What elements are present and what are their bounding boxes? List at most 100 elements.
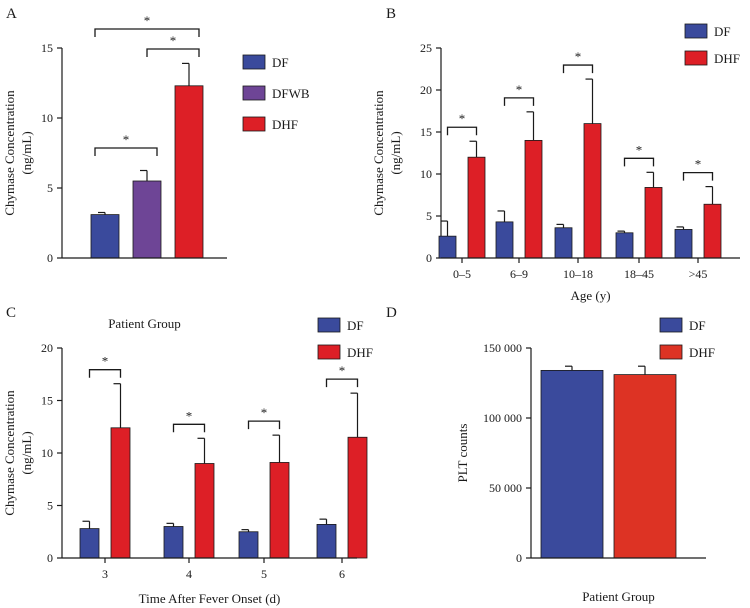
panel-A-sig-bracket-df-dfwb: [94, 147, 158, 156]
panel-D-ylabel-line1: PLT counts: [455, 424, 470, 483]
panel-B-ytick-label: 0: [426, 251, 432, 265]
panel-A-legend-label-DF: DF: [272, 55, 289, 70]
panel-B-xtick-label: 10–18: [563, 267, 593, 281]
panel-A-letter: A: [6, 6, 17, 22]
panel-B-legend-label-DHF: DHF: [714, 51, 740, 66]
panel-D-xlabel: Patient Group: [582, 589, 655, 604]
panel-A-sig-star-dfwb-dhf: *: [170, 33, 177, 48]
panel-C-ytick-label: 5: [47, 499, 53, 513]
panel-C-ylabel-line1: Chymase Concentration: [2, 390, 17, 516]
panel-B-sig-star-cat-3: *: [636, 142, 643, 157]
panel-A-sig-star-df-dhf: *: [144, 13, 151, 28]
panel-B-xlabel: Age (y): [570, 288, 610, 303]
panel-B-bar-DF-1: [495, 221, 514, 259]
panel-B-bar-DHF-0: [467, 156, 486, 259]
panel-C-xtick-label: 3: [102, 567, 108, 581]
panel-A-bar-DFWB: [132, 180, 162, 259]
panel-A-legend-swatch-DF: [242, 54, 266, 70]
panel-D-bar-DHF: [613, 374, 677, 559]
panel-A-ytick-label: 0: [47, 251, 53, 265]
panel-A-legend-swatch-DHF: [242, 116, 266, 132]
panel-C-sig-bracket-cat-2: [247, 420, 281, 430]
panel-B-legend-label-DF: DF: [714, 24, 731, 39]
panel-B-ylabel-line2: (ng/mL): [388, 131, 403, 174]
panel-C-xtick-label: 6: [339, 567, 345, 581]
panel-A-sig-bracket-df-dhf: [94, 28, 200, 37]
panel-A-xlabel: Patient Group: [108, 316, 181, 331]
panel-C-sig-bracket-cat-3: [325, 378, 359, 388]
panel-B-sig-bracket-cat-2: [562, 64, 594, 74]
panel-B-xtick-label: 6–9: [510, 267, 528, 281]
panel-B-sig-star-cat-1: *: [516, 82, 523, 97]
panel-B-legend-swatch-DHF: [684, 50, 708, 66]
panel-B-ylabel: Chymase Concentration (ng/mL): [371, 90, 403, 216]
panel-C-bar-DHF-1: [194, 463, 215, 559]
panel-B-bar-DF-0: [438, 235, 457, 259]
panel-B-sig-bracket-cat-1: [503, 97, 535, 106]
panel-D-legend-swatch-DF: [659, 317, 683, 333]
panel-C-bar-DHF-0: [110, 427, 131, 559]
panel-B-sig-star-cat-2: *: [575, 49, 582, 64]
panel-C-sig-bracket-cat-1: [172, 423, 206, 433]
panel-D-ytick-label: 100 000: [483, 411, 522, 425]
panel-A-sig-bracket-dfwb-dhf: [146, 48, 200, 57]
panel-D-ytick-label: 0: [516, 551, 522, 565]
panel-C-xtick-label: 4: [186, 567, 192, 581]
panel-C-ytick-label: 20: [41, 341, 53, 355]
panel-B-bar-DHF-2: [583, 123, 602, 259]
panel-A-legend-label-DFWB: DFWB: [272, 86, 310, 101]
panel-A-bar-DHF: [174, 85, 204, 259]
panel-D-ylabel: PLT counts: [455, 424, 470, 483]
panel-B-ylabel-line1: Chymase Concentration: [371, 90, 386, 216]
panel-C-bar-DHF-2: [269, 462, 290, 559]
panel-A-ylabel: Chymase Concentration (ng/mL): [2, 90, 34, 216]
panel-C-legend-swatch-DHF: [317, 344, 341, 360]
panel-B-ytick-label: 15: [420, 125, 432, 139]
panel-B-xtick-label: 18–45: [624, 267, 654, 281]
panel-C-bar-DF-0: [79, 528, 100, 559]
panel-B-sig-bracket-cat-3: [623, 157, 655, 167]
panel-C-sig-star-cat-1: *: [186, 408, 193, 423]
panel-C-sig-star-cat-3: *: [339, 363, 346, 378]
panel-C-bar-DF-2: [238, 531, 259, 559]
panel-B-ytick-label: 5: [426, 209, 432, 223]
panel-C-ytick-label: 15: [41, 394, 53, 408]
panel-B-letter: B: [386, 6, 396, 22]
panel-C-xlabel: Time After Fever Onset (d): [139, 591, 281, 606]
panel-C-legend-label-DF: DF: [347, 318, 364, 333]
panel-A-ytick-label: 15: [41, 41, 53, 55]
panel-D-letter: D: [386, 305, 397, 321]
panel-B-sig-bracket-cat-0: [446, 126, 478, 136]
panel-C-xtick-label: 5: [261, 567, 267, 581]
panel-D-legend-label-DHF: DHF: [689, 345, 715, 360]
panel-D-bar-DF: [540, 369, 604, 559]
panel-C-letter: C: [6, 305, 16, 321]
panel-B-bar-DF-2: [554, 227, 573, 259]
panel-A-ytick-label: 10: [41, 111, 53, 125]
panel-B-bar-DHF-4: [703, 203, 722, 259]
panel-B-bar-DF-4: [674, 229, 693, 259]
panel-C-legend-swatch-DF: [317, 317, 341, 333]
panel-C-bar-DF-1: [163, 526, 184, 559]
panel-A-bar-DF: [90, 214, 120, 259]
panel-B-ytick-label: 20: [420, 83, 432, 97]
panel-A-ylabel-line2: (ng/mL): [19, 131, 34, 174]
panel-D-legend-label-DF: DF: [689, 318, 706, 333]
panel-C-ylabel-line2: (ng/mL): [19, 431, 34, 474]
panel-B-bar-DF-3: [615, 232, 634, 259]
panel-B-ytick-label: 10: [420, 167, 432, 181]
panel-B-xtick-label: 0–5: [453, 267, 471, 281]
panel-C-ytick-label: 0: [47, 551, 53, 565]
panel-C-sig-bracket-cat-0: [88, 369, 122, 378]
panel-A-legend-label-DHF: DHF: [272, 117, 298, 132]
panel-A-ytick-label: 5: [47, 181, 53, 195]
panel-B-legend-swatch-DF: [684, 23, 708, 39]
panel-A-sig-star-df-dfwb: *: [123, 132, 130, 147]
panel-A-legend-swatch-DFWB: [242, 85, 266, 101]
panel-B-ytick-label: 25: [420, 41, 432, 55]
panel-B-sig-star-cat-0: *: [459, 111, 466, 126]
panel-C-sig-star-cat-0: *: [102, 354, 109, 369]
panel-D-ytick-label: 150 000: [483, 341, 522, 355]
panel-A-ylabel-line1: Chymase Concentration: [2, 90, 17, 216]
